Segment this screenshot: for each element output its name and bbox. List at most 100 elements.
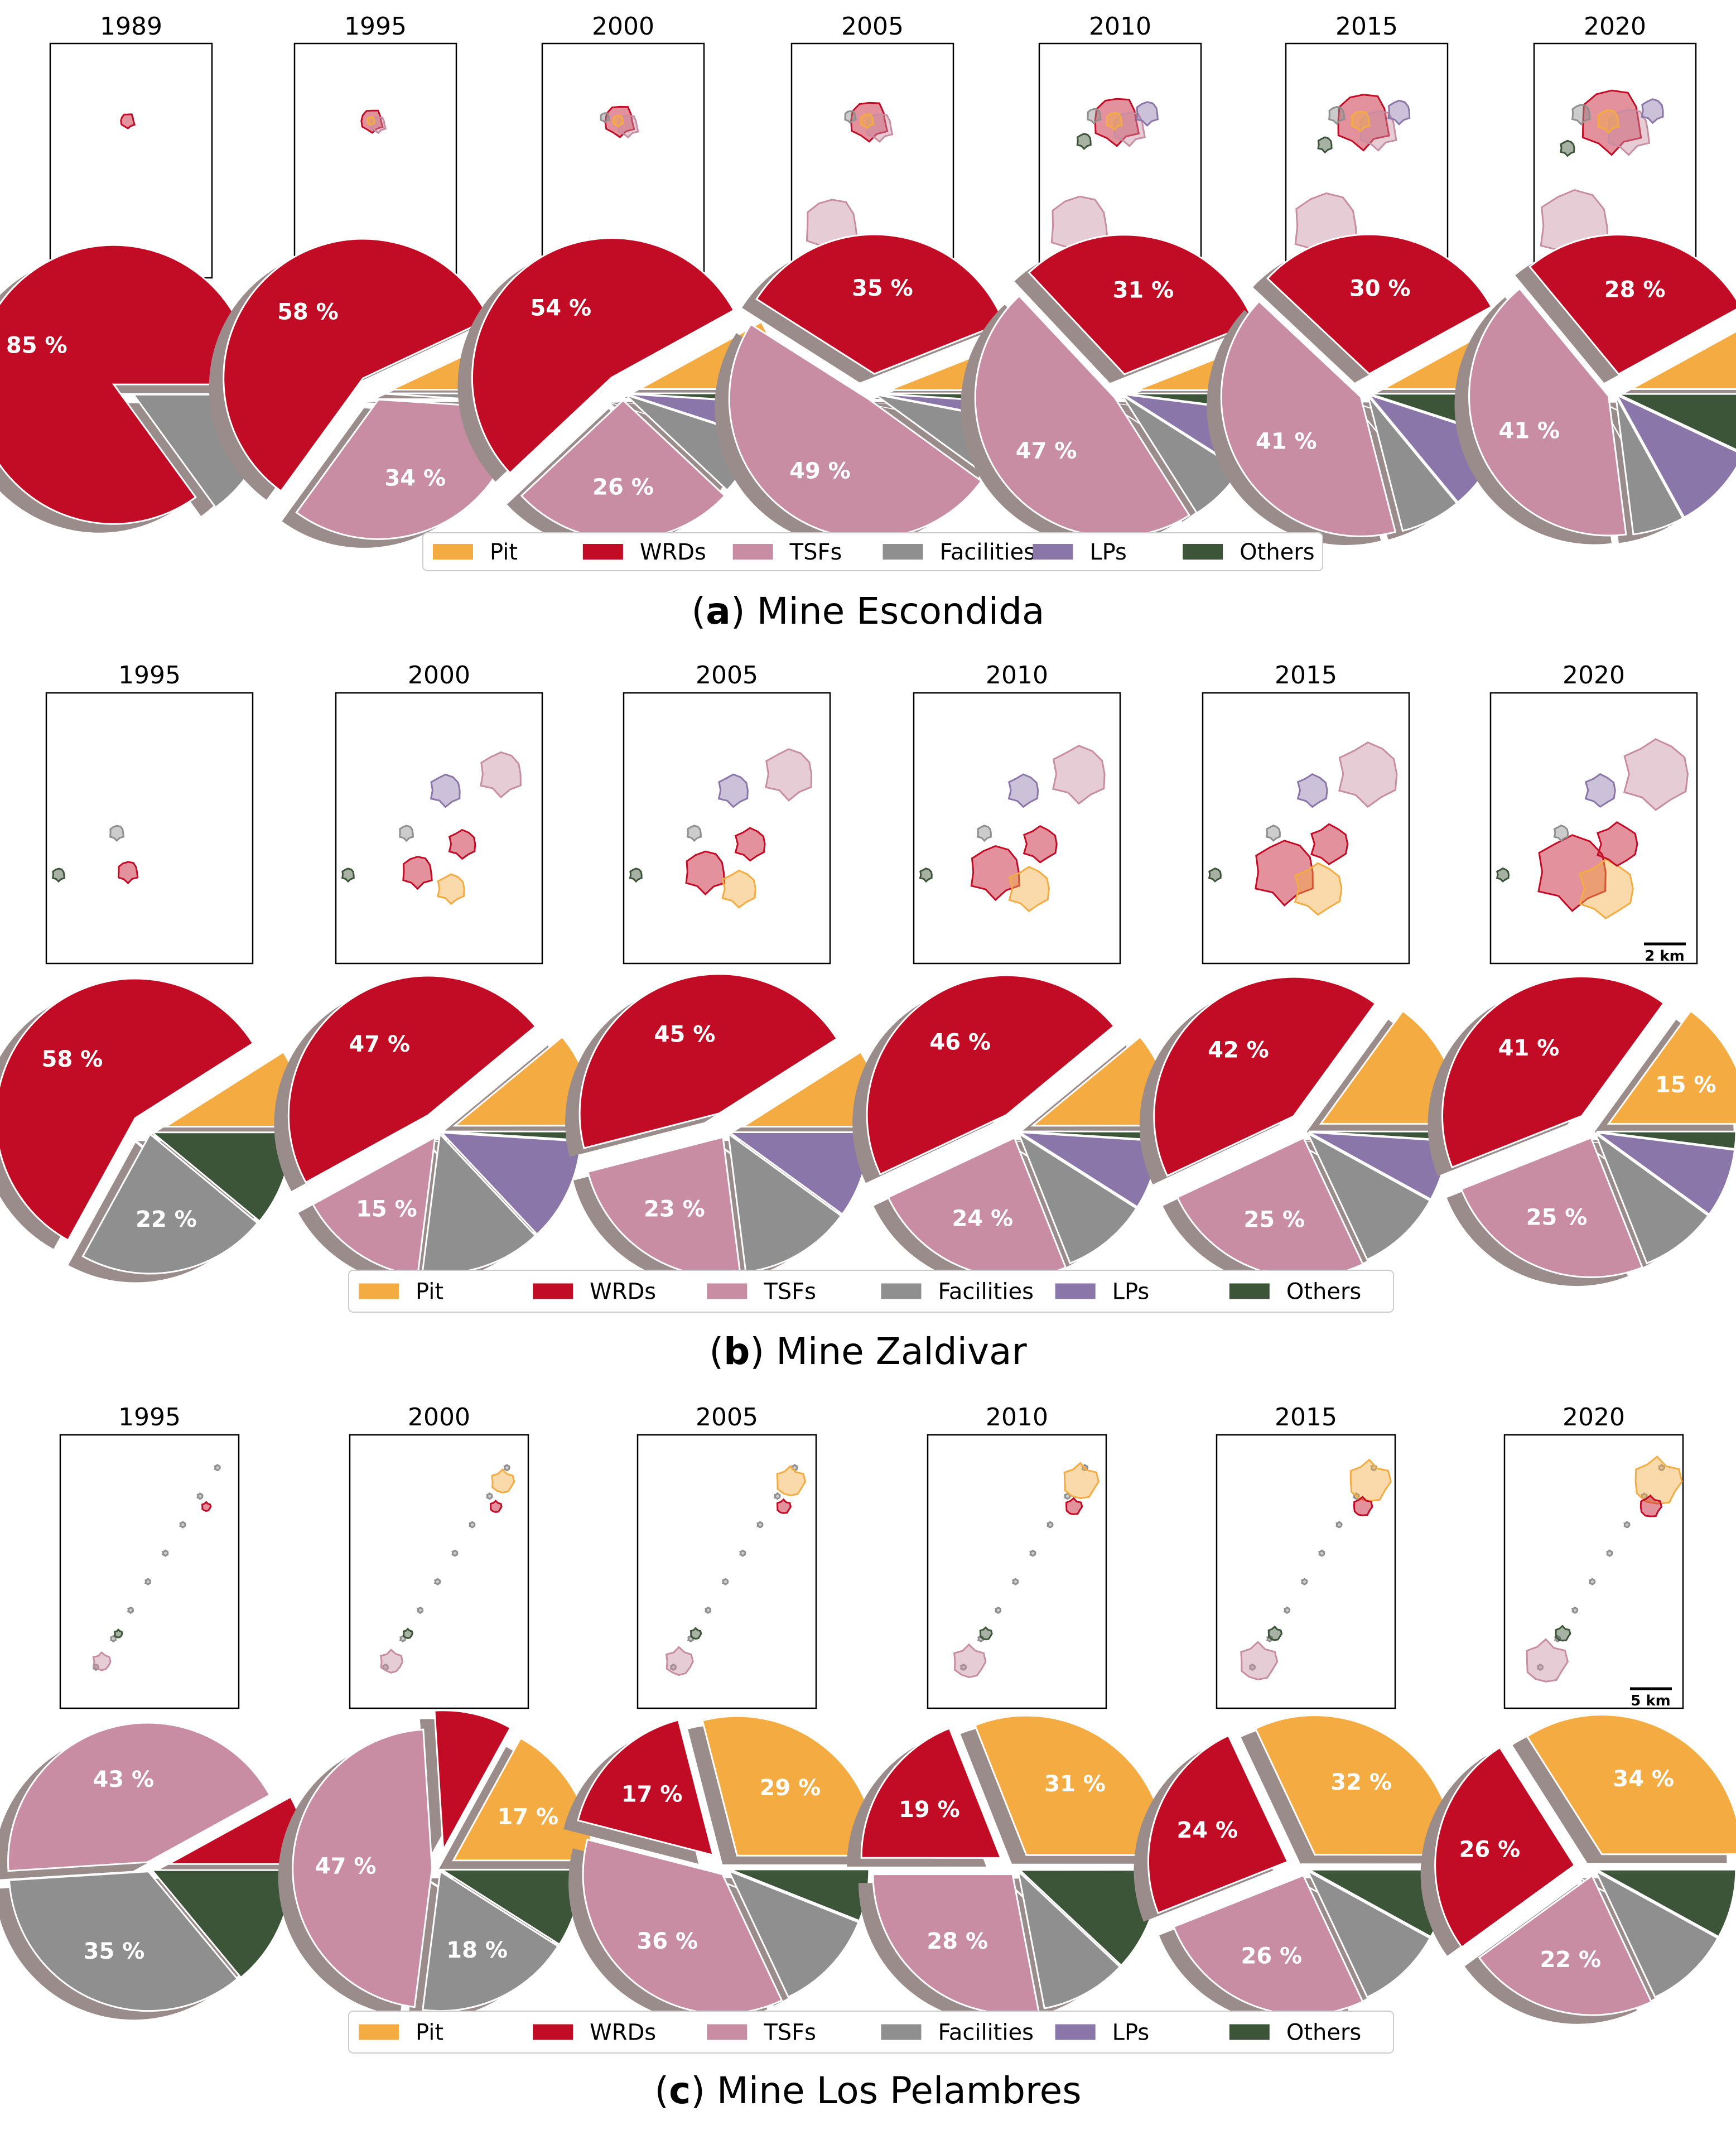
pie-slice-wrds: [1528, 234, 1736, 375]
pie-data-label: 26 %: [1459, 1837, 1521, 1862]
pie-data-label: 26 %: [1241, 1944, 1302, 1969]
pie-data-label: 26 %: [592, 475, 654, 500]
map-footprint-facilities: [669, 1663, 677, 1671]
map-footprint-facilities: [469, 1521, 476, 1529]
pie-data-label: 85 %: [6, 333, 67, 359]
map-footprint-wrds: [1023, 825, 1058, 864]
map-footprint-wrds: [1639, 1494, 1663, 1517]
year-title: 2005: [696, 1403, 758, 1432]
legend-label: Facilities: [938, 2020, 1034, 2046]
map-footprint-others: [1317, 136, 1333, 154]
pie-data-label: 49 %: [789, 459, 851, 484]
map-footprint-facilities: [1283, 1606, 1291, 1614]
map-footprint-pit: [491, 1468, 515, 1494]
map-footprint-facilities: [600, 112, 611, 124]
map-footprint-tsfs: [765, 748, 813, 802]
map-frame: [1202, 692, 1410, 965]
map-footprint-facilities: [1623, 1520, 1631, 1529]
map-footprint-facilities: [1248, 1663, 1256, 1671]
map-footprint-pit: [1634, 1455, 1683, 1505]
share-pie-2020: 34 % 26 % 22 %: [1420, 1714, 1736, 2024]
map-footprint-wrds: [1094, 98, 1140, 147]
pie-slice-facilities: [1017, 1131, 1138, 1265]
map-frame: [59, 1434, 240, 1709]
legend-swatch-lps: [1033, 544, 1073, 560]
pie-slice-wrds: [1028, 234, 1256, 375]
year-title: 2015: [1275, 661, 1337, 690]
legend-swatch-others: [1183, 544, 1223, 560]
map-footprint-facilities: [844, 110, 857, 124]
map-frame: [1503, 1434, 1684, 1709]
year-title: 1995: [118, 1403, 181, 1432]
pie-slice-facilities: [1615, 396, 1685, 536]
panel-caption: (b) Mine Zaldivar: [709, 1330, 1027, 1373]
pie-data-label: 41 %: [1498, 418, 1560, 444]
legend-swatch-facilities: [883, 544, 923, 560]
map-footprint-facilities: [416, 1606, 424, 1614]
footprint-map: [360, 109, 387, 134]
pie-data-label: 32 %: [1330, 1770, 1392, 1795]
share-pie-1995: 43 % 35 %: [0, 1722, 309, 2020]
map-footprint-facilities: [162, 1549, 169, 1557]
legend-swatch-wrds: [533, 2024, 573, 2040]
map-footprint-facilities: [774, 1492, 781, 1500]
footprint-map: [919, 745, 1106, 913]
pie-data-label: 23 %: [644, 1197, 705, 1222]
share-pie-2015: 32 % 24 % 26 %: [1134, 1714, 1455, 2024]
map-footprint-pit: [776, 1465, 807, 1497]
year-title: 2010: [1089, 12, 1151, 41]
panel-caption: (a) Mine Escondida: [692, 590, 1045, 633]
legend-swatch-lps: [1055, 2024, 1096, 2040]
map-footprint-facilities: [1606, 1549, 1613, 1557]
pie-data-label: 31 %: [1113, 278, 1174, 303]
scale-bar-label: 5 km: [1631, 1693, 1671, 1709]
map-footprint-facilities: [1553, 825, 1569, 842]
map-footprint-others: [402, 1627, 413, 1640]
pie-slice-wrds: [287, 975, 537, 1184]
map-footprint-facilities: [1658, 1463, 1665, 1472]
footprint-map: [92, 1464, 221, 1671]
map-footprint-wrds: [850, 102, 889, 143]
map-footprint-others: [1208, 867, 1222, 883]
share-pie-2000: 17 % 47 % 18 %: [278, 1709, 594, 2020]
map-footprint-wrds: [448, 828, 476, 860]
map-footprint-facilities: [1536, 1663, 1544, 1671]
map-footprint-facilities: [109, 825, 125, 842]
share-pie-2010: 46 % 24 %: [852, 974, 1173, 1286]
map-footprint-tsfs: [92, 1651, 112, 1671]
share-pie-2020: 28 % 41 %: [1454, 234, 1736, 544]
pie-data-label: 18 %: [446, 1938, 508, 1963]
footprint-map: [341, 751, 522, 905]
map-footprint-facilities: [214, 1464, 221, 1472]
year-title: 2020: [1563, 661, 1625, 690]
footprint-map: [1208, 741, 1398, 916]
pie-data-label: 35 %: [84, 1939, 145, 1964]
map-footprint-facilities: [1571, 104, 1591, 126]
pie-slice-tsfs: [728, 323, 983, 539]
pie-slice-pit: [1607, 1010, 1736, 1125]
map-footprint-others: [1076, 133, 1092, 150]
legend-swatch-pit: [359, 1283, 399, 1299]
share-pie-2015: 42 % 25 %: [1139, 976, 1462, 1286]
legend-frame: [348, 2011, 1394, 2054]
map-footprint-others: [52, 868, 65, 883]
pie-slice-lps: [1595, 1131, 1736, 1216]
map-footprint-facilities: [1571, 1606, 1579, 1614]
map-footprint-pit: [1106, 112, 1123, 131]
pie-data-label: 34 %: [1613, 1766, 1674, 1792]
pie-data-label: 28 %: [927, 1929, 988, 1954]
map-footprint-wrds: [489, 1499, 503, 1514]
map-footprint-facilities: [1012, 1578, 1019, 1585]
map-footprint-others: [919, 868, 933, 883]
legend: Pit WRDs TSFs Facilities LPs Others: [422, 532, 1323, 571]
legend-label: TSFs: [763, 1279, 816, 1305]
footprint-map: [1240, 1458, 1392, 1681]
pie-data-label: 17 %: [621, 1782, 683, 1808]
pie-slice-facilities: [727, 1869, 860, 1998]
map-footprint-wrds: [1310, 823, 1349, 865]
map-footprint-lps: [717, 773, 749, 808]
map-frame: [335, 692, 543, 965]
year-title: 2005: [841, 12, 904, 41]
footprint-map: [600, 105, 639, 138]
map-frame: [45, 692, 254, 965]
